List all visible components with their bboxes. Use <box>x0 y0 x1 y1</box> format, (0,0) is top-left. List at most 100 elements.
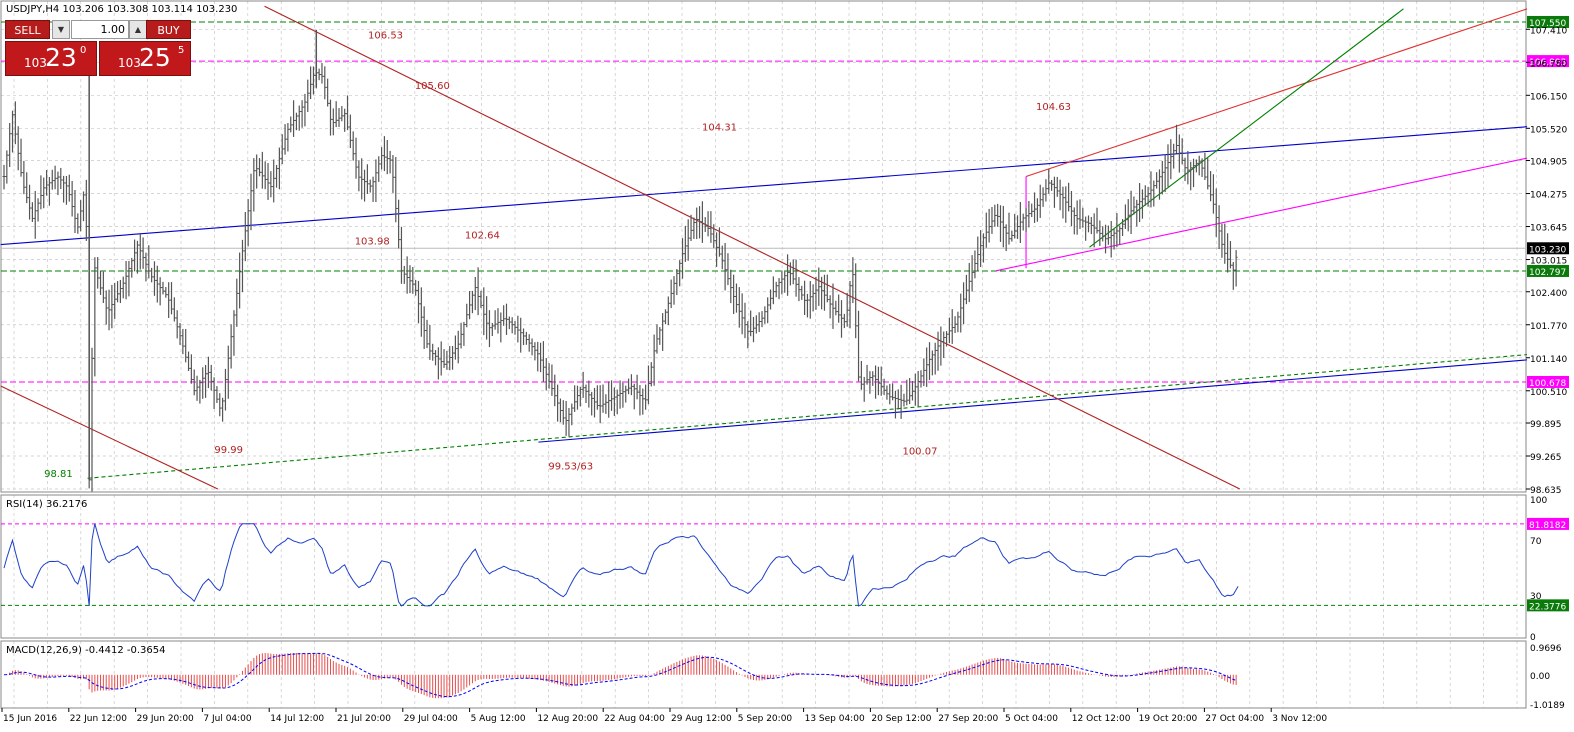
lot-size-input[interactable]: 1.00 <box>71 20 129 39</box>
price-annotation: 103.98 <box>355 237 390 248</box>
y-tick-label: 100.510 <box>1530 388 1567 398</box>
level-tag-label: 102.797 <box>1529 268 1566 278</box>
y-tick-label: 105.520 <box>1530 125 1567 135</box>
rsi-line: 100 70 30 0 81.8182 22.3776 <box>1 496 1569 643</box>
rsi-tick-label: 0 <box>1530 633 1536 643</box>
x-tick-label: 5 Aug 12:00 <box>471 714 526 724</box>
y-tick-label: 103.645 <box>1530 224 1567 234</box>
x-tick-label: 27 Sep 20:00 <box>938 714 998 724</box>
price-pane-border <box>0 0 1527 493</box>
rsi-line <box>3 523 1239 607</box>
price-annotation: 99.99 <box>214 445 243 456</box>
level-tag <box>1527 375 1569 388</box>
y-tick-label: 106.150 <box>1530 92 1567 102</box>
trend-lines <box>0 5 1528 490</box>
buy-price-fraction: 5 <box>178 45 185 56</box>
price-annotation: 104.31 <box>702 122 737 133</box>
blue-lower-channel <box>538 359 1528 443</box>
macd-tick-label: 0.00 <box>1530 672 1550 682</box>
x-tick-label: 22 Jun 12:00 <box>70 714 127 724</box>
price-annotation: 102.64 <box>465 230 500 241</box>
sell-price-prefix: 103 <box>24 56 47 70</box>
level-tag <box>1527 264 1569 277</box>
sell-price-pips: 23 <box>45 43 77 72</box>
x-tick-label: 15 Jun 2016 <box>3 714 57 724</box>
x-tick-label: 14 Jul 12:00 <box>270 714 324 724</box>
blue-upper-channel <box>0 126 1528 246</box>
buy-price-button[interactable]: 103 25 5 <box>99 41 191 76</box>
x-tick-label: 12 Aug 20:00 <box>537 714 598 724</box>
y-tick-label: 101.770 <box>1530 322 1567 332</box>
macd-histogram: 0.9696 0.00 -1.0189 <box>3 644 1565 711</box>
y-tick-label: 99.895 <box>1530 420 1562 430</box>
x-tick-label: 7 Jul 04:00 <box>203 714 252 724</box>
y-tick-label: 102.400 <box>1530 289 1567 299</box>
current-price-tag <box>1527 242 1569 255</box>
axis-labels: 107.410 106.780 106.150 105.520 104.905 104.2… <box>1 26 1567 724</box>
rsi-level-label: 81.8182 <box>1529 521 1566 531</box>
level-tag-label: 107.550 <box>1529 19 1566 29</box>
rsi-pane-border <box>0 494 1527 639</box>
rsi-level-tag <box>1527 599 1569 612</box>
green-rising-line <box>1089 8 1404 248</box>
magenta-rising-line <box>995 157 1528 272</box>
y-tick-label: 103.015 <box>1530 257 1567 267</box>
macd-signal-line <box>3 652 1237 698</box>
level-tag-label: 100.678 <box>1529 379 1566 389</box>
x-tick-label: 20 Sep 12:00 <box>871 714 931 724</box>
y-tick-label: 106.780 <box>1530 59 1567 69</box>
x-tick-label: 5 Oct 04:00 <box>1005 714 1058 724</box>
lot-down-icon[interactable]: ▼ <box>52 20 70 39</box>
price-labels: 106.53 105.60 104.31 104.63 103.98 102.64 99.9… <box>44 31 1071 480</box>
level-tag-label: 106.803 <box>1529 58 1566 68</box>
price-annotation: 106.53 <box>368 31 403 42</box>
x-tick-label: 5 Sep 20:00 <box>738 714 793 724</box>
x-tick-label: 13 Sep 04:00 <box>805 714 865 724</box>
current-price-label: 103.230 <box>1529 245 1566 255</box>
x-tick-label: 21 Jul 20:00 <box>337 714 391 724</box>
rsi-tick-label: 100 <box>1530 496 1547 506</box>
price-bars <box>2 29 1238 492</box>
y-tick-label: 98.635 <box>1530 486 1562 496</box>
x-tick-label: 29 Jul 04:00 <box>404 714 458 724</box>
buy-button[interactable]: BUY <box>146 20 191 39</box>
sell-button[interactable]: SELL <box>5 20 50 39</box>
x-tick-label: 22 Aug 04:00 <box>604 714 665 724</box>
price-annotation: 105.60 <box>415 81 450 92</box>
red-downtrend-lower <box>0 385 218 490</box>
grid-lines <box>1 1 1526 708</box>
red-downtrend <box>264 5 1241 490</box>
price-annotation: 104.63 <box>1036 102 1071 113</box>
x-tick-label: 27 Oct 04:00 <box>1205 714 1264 724</box>
x-tick-label: 19 Oct 20:00 <box>1139 714 1198 724</box>
x-tick-label: 3 Nov 12:00 <box>1272 714 1327 724</box>
level-tag <box>1527 15 1569 28</box>
y-tick-label: 99.265 <box>1530 453 1562 463</box>
red-rising-line <box>1025 8 1528 178</box>
buy-price-prefix: 103 <box>118 56 141 70</box>
symbol-header: USDJPY,H4 103.206 103.308 103.114 103.23… <box>6 4 237 15</box>
price-annotation: 100.07 <box>902 447 937 458</box>
y-tick-label: 104.275 <box>1530 191 1567 201</box>
x-tick-label: 29 Aug 12:00 <box>671 714 732 724</box>
y-tick-label: 107.410 <box>1530 26 1567 36</box>
sell-price-button[interactable]: 103 23 0 <box>5 41 97 76</box>
rsi-level-tag <box>1527 517 1569 530</box>
y-tick-label: 101.140 <box>1530 355 1567 365</box>
macd-tick-label: -1.0189 <box>1530 701 1565 711</box>
sell-price-fraction: 0 <box>80 45 87 56</box>
lot-up-icon[interactable]: ▲ <box>129 20 147 39</box>
macd-tick-label: 0.9696 <box>1530 644 1562 654</box>
rsi-tick-label: 70 <box>1530 537 1542 547</box>
rsi-tick-label: 30 <box>1530 592 1542 602</box>
macd-pane-border <box>0 640 1527 709</box>
price-annotation: 98.81 <box>44 469 73 480</box>
one-click-trading-panel: SELL ▼ 1.00 ▲ BUY 103 23 0 103 25 5 <box>5 20 191 76</box>
x-tick-label: 29 Jun 20:00 <box>137 714 194 724</box>
buy-price-pips: 25 <box>139 43 171 72</box>
level-tag <box>1527 55 1569 68</box>
macd-header: MACD(12,26,9) -0.4412 -0.3654 <box>6 645 166 656</box>
price-annotation: 99.53/63 <box>548 461 593 472</box>
rsi-header: RSI(14) 36.2176 <box>6 499 87 510</box>
